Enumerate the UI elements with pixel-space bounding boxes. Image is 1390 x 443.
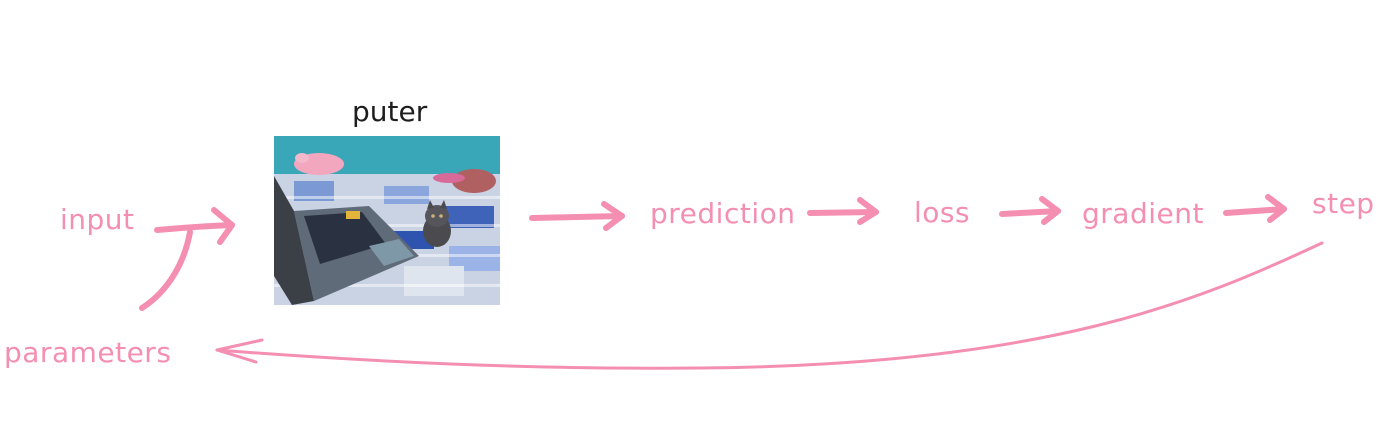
node-step: step (1312, 187, 1375, 220)
arrow-parameters-to-computer (139, 229, 193, 311)
arrowhead-computer (211, 207, 235, 245)
arrow-input-to-computer (154, 222, 235, 233)
arrowhead-step (1265, 194, 1287, 223)
arrowhead-loss (857, 197, 879, 225)
node-loss: loss (914, 196, 971, 229)
node-prediction: prediction (650, 197, 796, 230)
arrowhead-gradient (1039, 196, 1061, 225)
computer-title: puter (352, 95, 428, 128)
arrowhead-prediction (601, 201, 625, 231)
node-parameters: parameters (4, 336, 172, 369)
node-input: input (60, 203, 135, 236)
computer-image (274, 136, 500, 305)
arrow-loss-to-gradient (999, 208, 1061, 217)
arrow-step-to-parameters (215, 241, 1324, 370)
arrow-prediction-to-loss (807, 209, 879, 216)
arrow-gradient-to-step (1223, 206, 1287, 216)
arrow-computer-to-prediction (529, 213, 625, 221)
arrowhead-parameters (215, 338, 264, 364)
node-gradient: gradient (1082, 197, 1204, 230)
kitten-laptop-photo (274, 136, 500, 305)
